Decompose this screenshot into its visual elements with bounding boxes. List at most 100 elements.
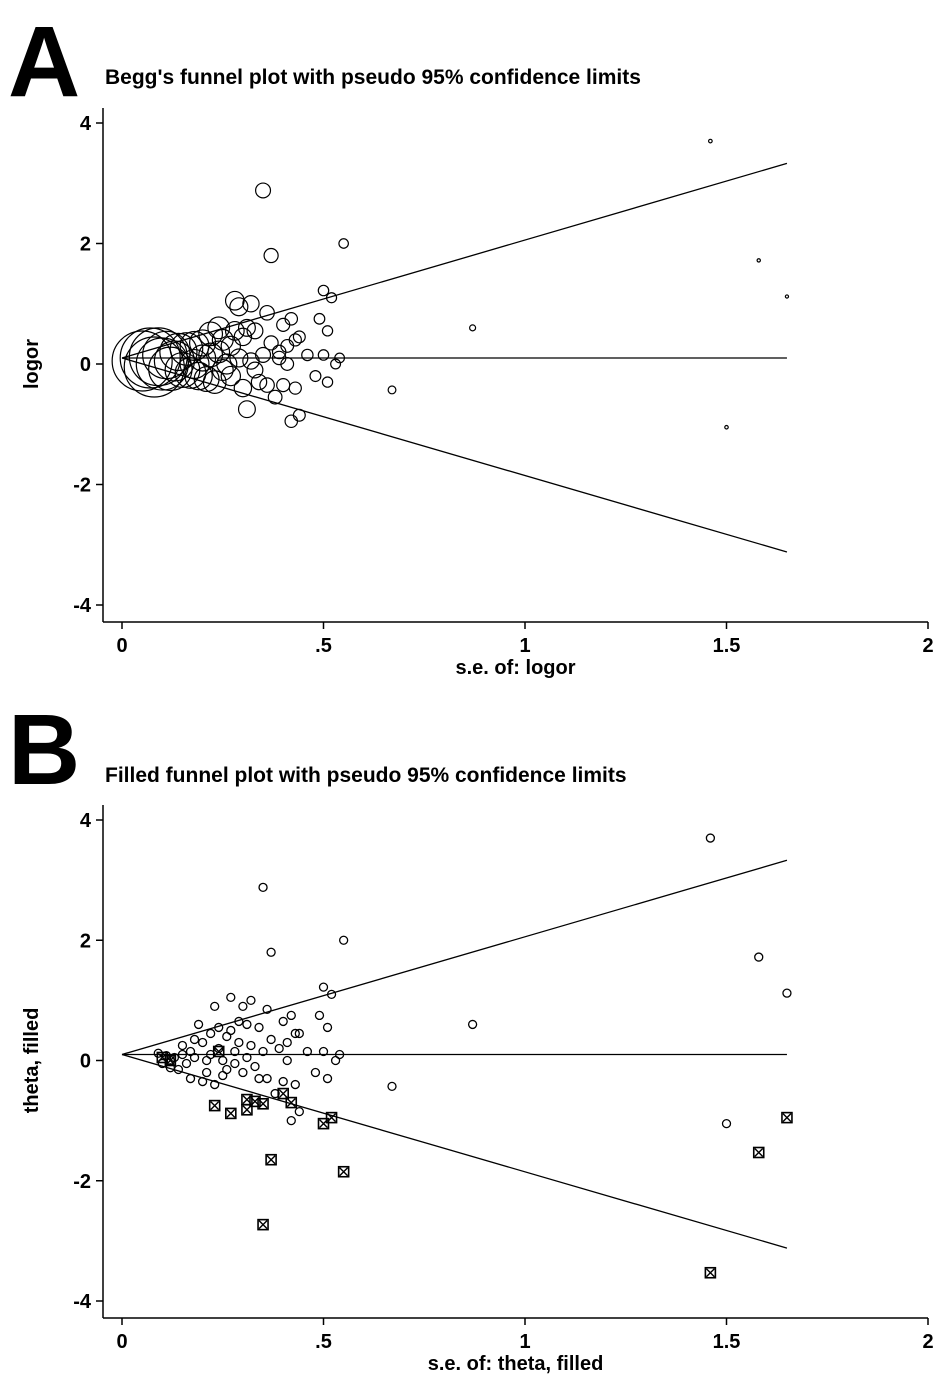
study-point: [169, 1052, 180, 1063]
study-point: [184, 361, 213, 391]
study-point: [177, 1040, 188, 1051]
study-point: [246, 322, 264, 340]
study-point: [198, 321, 224, 347]
filled-study-point: [781, 1111, 793, 1124]
study-point: [266, 947, 276, 957]
study-point: [197, 1037, 208, 1048]
lower-confidence-limit-line: [121, 357, 788, 553]
study-point: [157, 1058, 167, 1069]
study-point: [469, 324, 477, 332]
study-point: [278, 1016, 288, 1027]
filled-study-point: [285, 1096, 298, 1109]
study-point: [387, 385, 397, 395]
study-point: [169, 332, 204, 366]
study-point: [242, 1019, 252, 1030]
filled-study-point: [704, 1266, 717, 1279]
x-tick-label: 0: [116, 635, 127, 657]
x-tick-label: 2: [922, 1331, 933, 1353]
filled-study-point: [752, 1146, 765, 1159]
study-point: [294, 1028, 304, 1039]
x-tick-label: 1.5: [713, 635, 741, 657]
study-point: [238, 1067, 248, 1078]
filled-study-point: [208, 1099, 221, 1112]
funnel-plot-b: 4 2 0 -2 -4 0 .5 1 1.5 2 s.e. of: theta, filled the…: [21, 805, 934, 1375]
study-point: [250, 373, 268, 391]
study-point: [302, 1046, 313, 1057]
study-point: [318, 982, 329, 992]
study-point: [334, 352, 346, 364]
study-point: [189, 1034, 200, 1045]
study-point: [325, 292, 338, 304]
study-point: [309, 370, 322, 383]
study-point: [233, 378, 253, 398]
upper-confidence-limit-line: [121, 859, 788, 1056]
study-point: [230, 1046, 240, 1057]
study-point: [290, 1079, 300, 1090]
filled-study-point: [325, 1111, 338, 1124]
upper-confidence-limit-line: [121, 162, 788, 359]
y-tick-label: -2: [73, 1171, 91, 1193]
study-point: [181, 1058, 192, 1069]
y-tick-label: 4: [80, 810, 92, 832]
study-point: [254, 1022, 264, 1033]
study-point: [233, 327, 253, 347]
study-point: [724, 424, 729, 430]
study-point: [193, 1019, 204, 1030]
y-axis-label: theta, filled: [21, 1008, 43, 1114]
study-point: [185, 1073, 196, 1084]
study-point: [756, 258, 761, 263]
study-point: [290, 1028, 300, 1039]
study-point: [338, 238, 349, 249]
study-point: [173, 1064, 184, 1075]
study-point: [263, 247, 279, 264]
study-point: [782, 988, 792, 998]
study-point: [254, 1073, 264, 1084]
study-point: [721, 1118, 732, 1129]
study-point: [111, 330, 173, 392]
filled-study-point: [257, 1097, 269, 1110]
study-point: [705, 833, 716, 843]
study-point: [270, 1088, 280, 1099]
x-tick-label: .5: [315, 635, 332, 657]
filled-study-point: [277, 1087, 290, 1100]
study-point: [206, 1049, 216, 1060]
y-tick-label: 0: [80, 1051, 91, 1073]
x-tick-label: 1: [519, 1331, 530, 1353]
study-point: [218, 1055, 228, 1066]
study-point: [259, 377, 275, 393]
study-point: [284, 312, 299, 326]
y-tick-label: -4: [73, 595, 92, 617]
study-point: [224, 290, 245, 311]
study-point: [321, 325, 334, 337]
study-point: [330, 358, 342, 370]
study-point: [237, 400, 256, 419]
study-point: [317, 349, 330, 361]
study-point: [189, 329, 217, 357]
study-point: [258, 1046, 268, 1057]
y-tick-label: 2: [80, 234, 91, 256]
study-point: [222, 1064, 232, 1075]
study-point: [246, 361, 264, 379]
filled-study-point: [337, 1165, 350, 1178]
study-point: [322, 1073, 333, 1084]
study-point: [164, 352, 201, 388]
study-point: [255, 346, 272, 363]
study-point: [189, 344, 217, 372]
study-point: [263, 335, 279, 351]
study-point: [267, 389, 283, 405]
lower-confidence-limit-line: [121, 1053, 788, 1249]
filled-study-point: [265, 1153, 277, 1166]
panel-a: A Begg's funnel plot with pseudo 95% con…: [8, 12, 934, 679]
x-tick-label: 1.5: [713, 1331, 741, 1353]
y-tick-label: -4: [73, 1291, 92, 1313]
study-point: [288, 333, 302, 347]
study-point: [280, 357, 295, 371]
study-point: [237, 318, 256, 337]
y-tick-label: -2: [73, 475, 91, 497]
study-point: [216, 353, 238, 375]
study-point: [234, 1037, 244, 1048]
study-point: [189, 1052, 200, 1063]
filled-study-point: [225, 1107, 237, 1120]
study-point: [292, 330, 306, 344]
study-point: [246, 995, 256, 1006]
